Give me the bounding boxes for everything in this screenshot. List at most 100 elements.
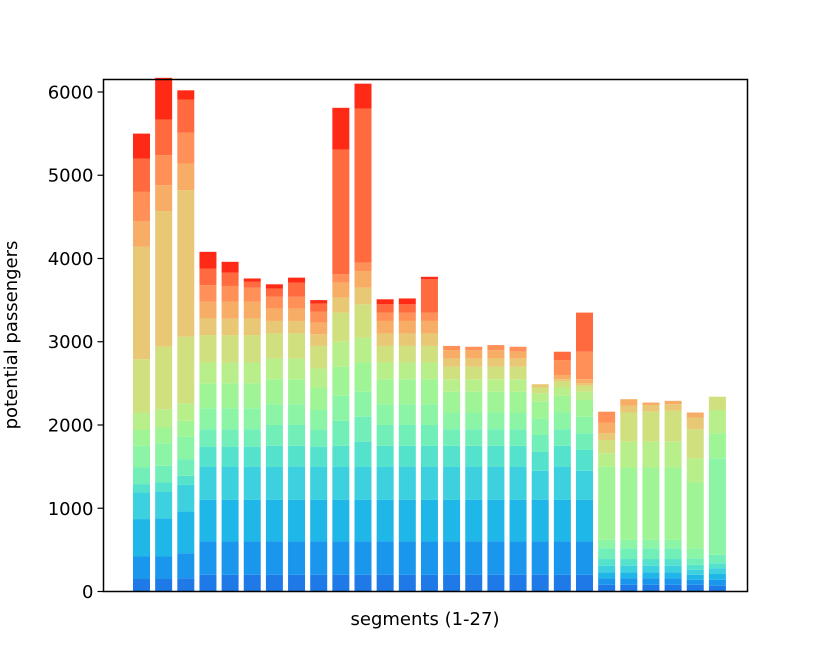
bar-stack-part	[376, 445, 394, 467]
bar-segment-15	[443, 345, 461, 592]
bar-segment-9	[310, 300, 328, 592]
bar-stack-part	[553, 466, 571, 500]
bar-stack-part	[598, 565, 616, 573]
bar-stack-part	[354, 362, 372, 392]
bar-segment-7	[265, 284, 283, 592]
bar-stack-part	[509, 429, 527, 446]
bar-stack-part	[133, 556, 150, 580]
bar-stack-part	[642, 584, 660, 592]
bar-stack-part	[465, 366, 483, 380]
bar-stack-part	[243, 466, 261, 500]
y-tick-label: 3000	[48, 332, 94, 353]
bar-stack-part	[332, 282, 350, 298]
bar-segment-3	[177, 90, 195, 592]
bar-stack-part	[221, 499, 239, 542]
bar-stack-part	[443, 358, 461, 367]
bar-stack-part	[155, 409, 173, 428]
bar-stack-part	[155, 518, 173, 557]
bar-segment-2	[155, 77, 173, 592]
bar-stack-part	[221, 301, 239, 319]
bar-stack-part	[398, 312, 416, 321]
bar-stack-part	[398, 574, 416, 592]
bar-stack-part	[243, 541, 261, 575]
bar-stack-part	[265, 466, 283, 500]
bar-stack-part	[620, 584, 638, 592]
bar-stack-part	[199, 499, 217, 542]
bar-stack-part	[354, 499, 372, 542]
bar-stack-part	[487, 345, 505, 351]
bar-stack-part	[642, 565, 660, 573]
bar-stack-part	[443, 345, 461, 351]
bar-stack-part	[465, 541, 483, 575]
bar-stack-part	[243, 429, 261, 447]
bar-stack-part	[310, 345, 328, 369]
bar-stack-part	[310, 311, 328, 323]
bar-stack-part	[177, 90, 195, 100]
bar-stack-part	[509, 379, 527, 392]
bar-stack-part	[443, 466, 461, 500]
bar-stack-part	[487, 541, 505, 575]
bar-stack-part	[354, 270, 372, 288]
bar-stack-part	[465, 445, 483, 467]
bar-stack-part	[443, 429, 461, 446]
bar-stack-part	[686, 558, 704, 565]
bar-stack-part	[199, 574, 217, 592]
bar-stack-part	[598, 411, 616, 423]
bar-stack-part	[133, 445, 150, 468]
bar-stack-part	[598, 439, 616, 454]
bar-stack-part	[177, 99, 195, 133]
bar-stack-part	[332, 420, 350, 446]
y-tick-label: 0	[82, 582, 93, 603]
bar-stack-part	[443, 574, 461, 592]
bar-stack-part	[332, 107, 350, 150]
bar-stack-part	[576, 383, 593, 386]
bar-stack-part	[708, 410, 726, 434]
bar-stack-part	[177, 578, 195, 592]
bar-stack-part	[199, 383, 217, 409]
bar-stack-part	[398, 362, 416, 380]
bar-stack-part	[155, 443, 173, 466]
bar-stack-part	[310, 541, 328, 575]
bar-stack-part	[133, 484, 150, 493]
bar-stack-part	[443, 412, 461, 430]
bar-stack-part	[221, 362, 239, 384]
bar-stack-part	[509, 358, 527, 367]
bar-stack-part	[133, 158, 150, 192]
bar-stack-part	[598, 584, 616, 592]
bar-stack-part	[265, 284, 283, 289]
bar-stack-part	[420, 279, 438, 313]
bar-stack-part	[354, 441, 372, 467]
bar-stack-part	[133, 492, 150, 520]
bar-stack-part	[243, 446, 261, 467]
bar-stack-part	[221, 285, 239, 302]
bar-stack-part	[664, 548, 682, 560]
bar-stack-part	[509, 366, 527, 380]
bar-stack-part	[553, 574, 571, 592]
bar-stack-part	[398, 404, 416, 425]
bar-stack-part	[443, 391, 461, 413]
bar-stack-part	[398, 320, 416, 334]
bar-stack-part	[686, 574, 704, 580]
bar-stack-part	[642, 402, 660, 406]
bar-stack-part	[487, 574, 505, 592]
bar-stack-part	[420, 541, 438, 575]
bar-stack-part	[598, 548, 616, 560]
bar-segment-21	[576, 312, 593, 592]
bar-stack-part	[354, 108, 372, 263]
y-tick-label: 2000	[48, 416, 94, 437]
bar-stack-part	[243, 335, 261, 363]
bar-stack-part	[465, 350, 483, 359]
bar-stack-part	[553, 351, 571, 361]
bar-segment-22	[598, 411, 616, 592]
bar-stack-part	[221, 408, 239, 430]
bar-stack-part	[332, 395, 350, 421]
bar-stack-part	[420, 425, 438, 446]
bar-stack-part	[487, 358, 505, 367]
bar-stack-part	[199, 362, 217, 384]
bar-stack-part	[155, 185, 173, 212]
bar-stack-part	[199, 466, 217, 500]
bar-stack-part	[420, 499, 438, 542]
bar-stack-part	[221, 574, 239, 592]
bar-stack-part	[199, 541, 217, 575]
bar-stack-part	[243, 278, 261, 282]
